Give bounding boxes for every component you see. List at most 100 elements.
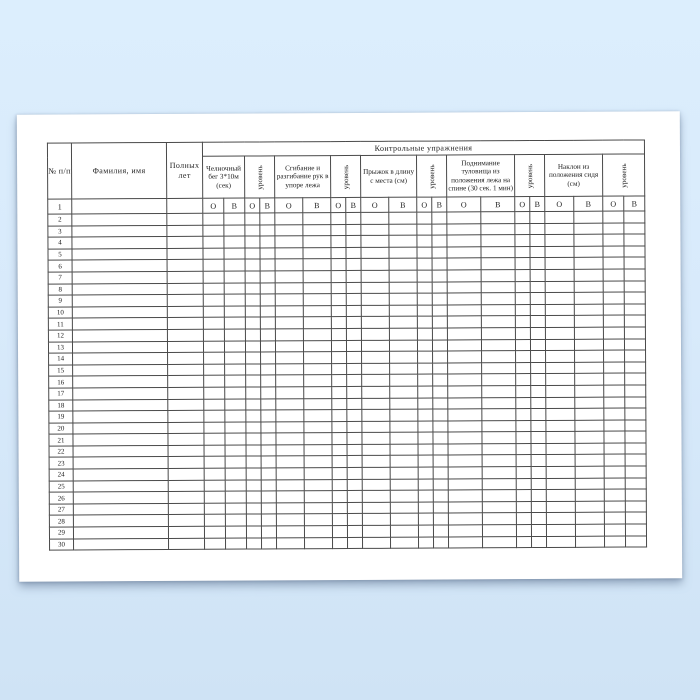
result-cell-autumn bbox=[276, 479, 305, 492]
result-cell-autumn bbox=[515, 408, 531, 421]
result-cell-autumn bbox=[330, 235, 346, 248]
result-cell-spring bbox=[390, 455, 419, 468]
result-cell-spring bbox=[346, 397, 362, 410]
result-cell-spring bbox=[530, 304, 546, 316]
result-cell-autumn bbox=[447, 339, 482, 352]
result-cell-autumn bbox=[276, 467, 305, 480]
row-number-cell: 2 bbox=[47, 213, 72, 226]
age-cell bbox=[168, 526, 205, 539]
result-cell-autumn bbox=[332, 502, 348, 515]
result-cell-spring bbox=[347, 525, 363, 538]
result-cell-spring bbox=[260, 317, 276, 329]
result-cell-autumn bbox=[362, 467, 391, 480]
result-cell-spring bbox=[345, 224, 361, 236]
result-cell-autumn bbox=[544, 246, 575, 258]
result-cell-autumn bbox=[446, 246, 482, 259]
result-cell-autumn bbox=[361, 374, 390, 387]
result-cell-autumn bbox=[332, 513, 348, 526]
result-cell-spring bbox=[530, 408, 546, 421]
name-cell bbox=[72, 410, 168, 423]
result-cell-autumn bbox=[447, 397, 482, 410]
age-cell bbox=[166, 198, 203, 214]
result-cell-spring bbox=[529, 234, 545, 247]
result-cell-spring bbox=[260, 375, 276, 387]
result-cell-spring bbox=[345, 235, 361, 248]
result-cell-autumn bbox=[545, 280, 575, 293]
result-cell-spring bbox=[432, 269, 448, 282]
result-cell-autumn bbox=[203, 398, 225, 411]
result-cell-spring bbox=[346, 351, 362, 364]
result-cell-spring bbox=[224, 433, 247, 446]
result-cell-autumn bbox=[417, 270, 433, 282]
result-cell-spring bbox=[624, 315, 646, 327]
result-cell-autumn bbox=[603, 431, 626, 444]
result-cell-spring bbox=[432, 362, 448, 375]
result-cell-autumn bbox=[514, 246, 531, 259]
result-cell-spring bbox=[347, 537, 363, 549]
result-cell-spring bbox=[303, 293, 332, 306]
result-cell-spring bbox=[530, 362, 546, 374]
result-cell-autumn bbox=[515, 350, 531, 363]
result-cell-autumn bbox=[275, 386, 304, 399]
name-cell bbox=[72, 364, 168, 377]
result-cell-autumn bbox=[546, 477, 576, 490]
age-cell bbox=[168, 479, 205, 492]
result-cell-autumn bbox=[545, 304, 575, 316]
result-cell-autumn bbox=[417, 316, 433, 329]
result-cell-autumn bbox=[516, 536, 532, 548]
period-mark-autumn: О bbox=[514, 196, 530, 212]
result-cell-spring bbox=[303, 374, 332, 387]
age-cell bbox=[168, 445, 205, 457]
result-cell-spring bbox=[304, 479, 333, 491]
result-cell-autumn bbox=[418, 536, 434, 549]
result-cell-autumn bbox=[331, 316, 347, 329]
result-cell-spring bbox=[624, 373, 646, 385]
row-number-cell: 5 bbox=[47, 248, 73, 261]
result-cell-spring bbox=[530, 373, 546, 386]
result-cell-autumn bbox=[332, 537, 348, 549]
result-cell-autumn bbox=[275, 293, 304, 306]
result-cell-autumn bbox=[603, 338, 625, 351]
result-cell-autumn bbox=[245, 386, 261, 399]
result-cell-spring bbox=[260, 340, 276, 353]
result-cell-spring bbox=[625, 489, 647, 501]
age-cell bbox=[168, 537, 205, 550]
level-header: уровень bbox=[514, 154, 545, 197]
result-cell-spring bbox=[224, 259, 246, 272]
result-cell-autumn bbox=[417, 362, 433, 375]
name-cell bbox=[73, 468, 169, 481]
result-cell-autumn bbox=[417, 420, 433, 433]
result-cell-spring bbox=[574, 303, 604, 316]
result-cell-autumn bbox=[274, 247, 304, 260]
result-cell-autumn bbox=[275, 351, 304, 364]
period-mark-autumn: О bbox=[602, 196, 624, 212]
result-cell-spring bbox=[482, 524, 517, 537]
result-cell-spring bbox=[529, 223, 545, 235]
period-mark-autumn: О bbox=[446, 196, 481, 212]
result-cell-autumn bbox=[447, 316, 482, 328]
age-cell bbox=[168, 468, 205, 481]
result-cell-spring bbox=[389, 362, 418, 375]
result-cell-spring bbox=[575, 535, 605, 548]
result-cell-autumn bbox=[204, 514, 226, 527]
result-cell-autumn bbox=[545, 385, 575, 397]
result-cell-spring bbox=[482, 455, 517, 467]
result-cell-autumn bbox=[602, 222, 624, 235]
result-cell-spring bbox=[260, 433, 277, 445]
result-cell-autumn bbox=[515, 385, 531, 398]
result-cell-spring bbox=[390, 490, 419, 503]
result-cell-autumn bbox=[245, 410, 261, 422]
result-cell-spring bbox=[347, 513, 363, 526]
result-cell-spring bbox=[389, 397, 418, 410]
result-cell-autumn bbox=[545, 420, 575, 432]
result-cell-spring bbox=[531, 466, 547, 479]
result-cell-spring bbox=[346, 305, 362, 317]
result-cell-autumn bbox=[546, 524, 576, 537]
result-cell-autumn bbox=[331, 293, 347, 306]
result-cell-spring bbox=[261, 456, 277, 469]
result-cell-spring bbox=[531, 454, 547, 467]
result-cell-autumn bbox=[362, 536, 391, 549]
result-cell-spring bbox=[303, 432, 333, 445]
name-cell bbox=[72, 433, 169, 446]
result-cell-spring bbox=[303, 340, 332, 352]
